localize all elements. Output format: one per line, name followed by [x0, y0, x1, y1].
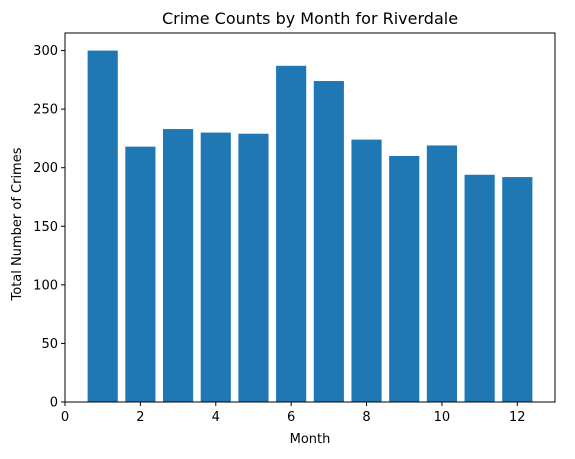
bar-month-6: [276, 65, 307, 403]
y-axis-label: Total Number of Crimes: [10, 147, 25, 301]
y-tick-label: 50: [41, 337, 58, 352]
bar-month-9: [389, 156, 420, 402]
y-tick-label: 250: [33, 103, 58, 118]
bar-month-10: [426, 145, 457, 402]
plot-frame: [64, 32, 556, 403]
y-tick-label: 100: [33, 278, 58, 293]
bar-month-3: [163, 129, 194, 403]
x-axis: 0 2 4 6 8 10 12: [61, 402, 526, 425]
x-tick-label: 10: [434, 410, 451, 425]
bar-month-2: [125, 146, 156, 402]
x-tick-label: 6: [287, 410, 295, 425]
bar-month-4: [200, 132, 231, 403]
y-tick-label: 150: [33, 220, 58, 235]
x-tick-label: 2: [136, 410, 144, 425]
y-tick-label: 0: [50, 396, 58, 411]
bar-month-11: [464, 174, 495, 402]
bar-month-8: [351, 139, 382, 402]
bars: [87, 50, 533, 403]
x-tick-label: 12: [509, 410, 526, 425]
x-tick-label: 4: [212, 410, 220, 425]
bar-month-1: [87, 50, 118, 402]
x-axis-label: Month: [290, 432, 331, 447]
x-tick-label: 0: [61, 410, 69, 425]
y-tick-label: 300: [33, 44, 58, 59]
bar-month-7: [313, 81, 344, 403]
bar-month-5: [238, 133, 269, 402]
y-axis: 0 50 100 150 200 250 300: [33, 44, 65, 411]
bar-month-12: [502, 177, 533, 402]
chart-title: Crime Counts by Month for Riverdale: [162, 9, 458, 28]
x-tick-label: 8: [362, 410, 370, 425]
y-tick-label: 200: [33, 161, 58, 176]
